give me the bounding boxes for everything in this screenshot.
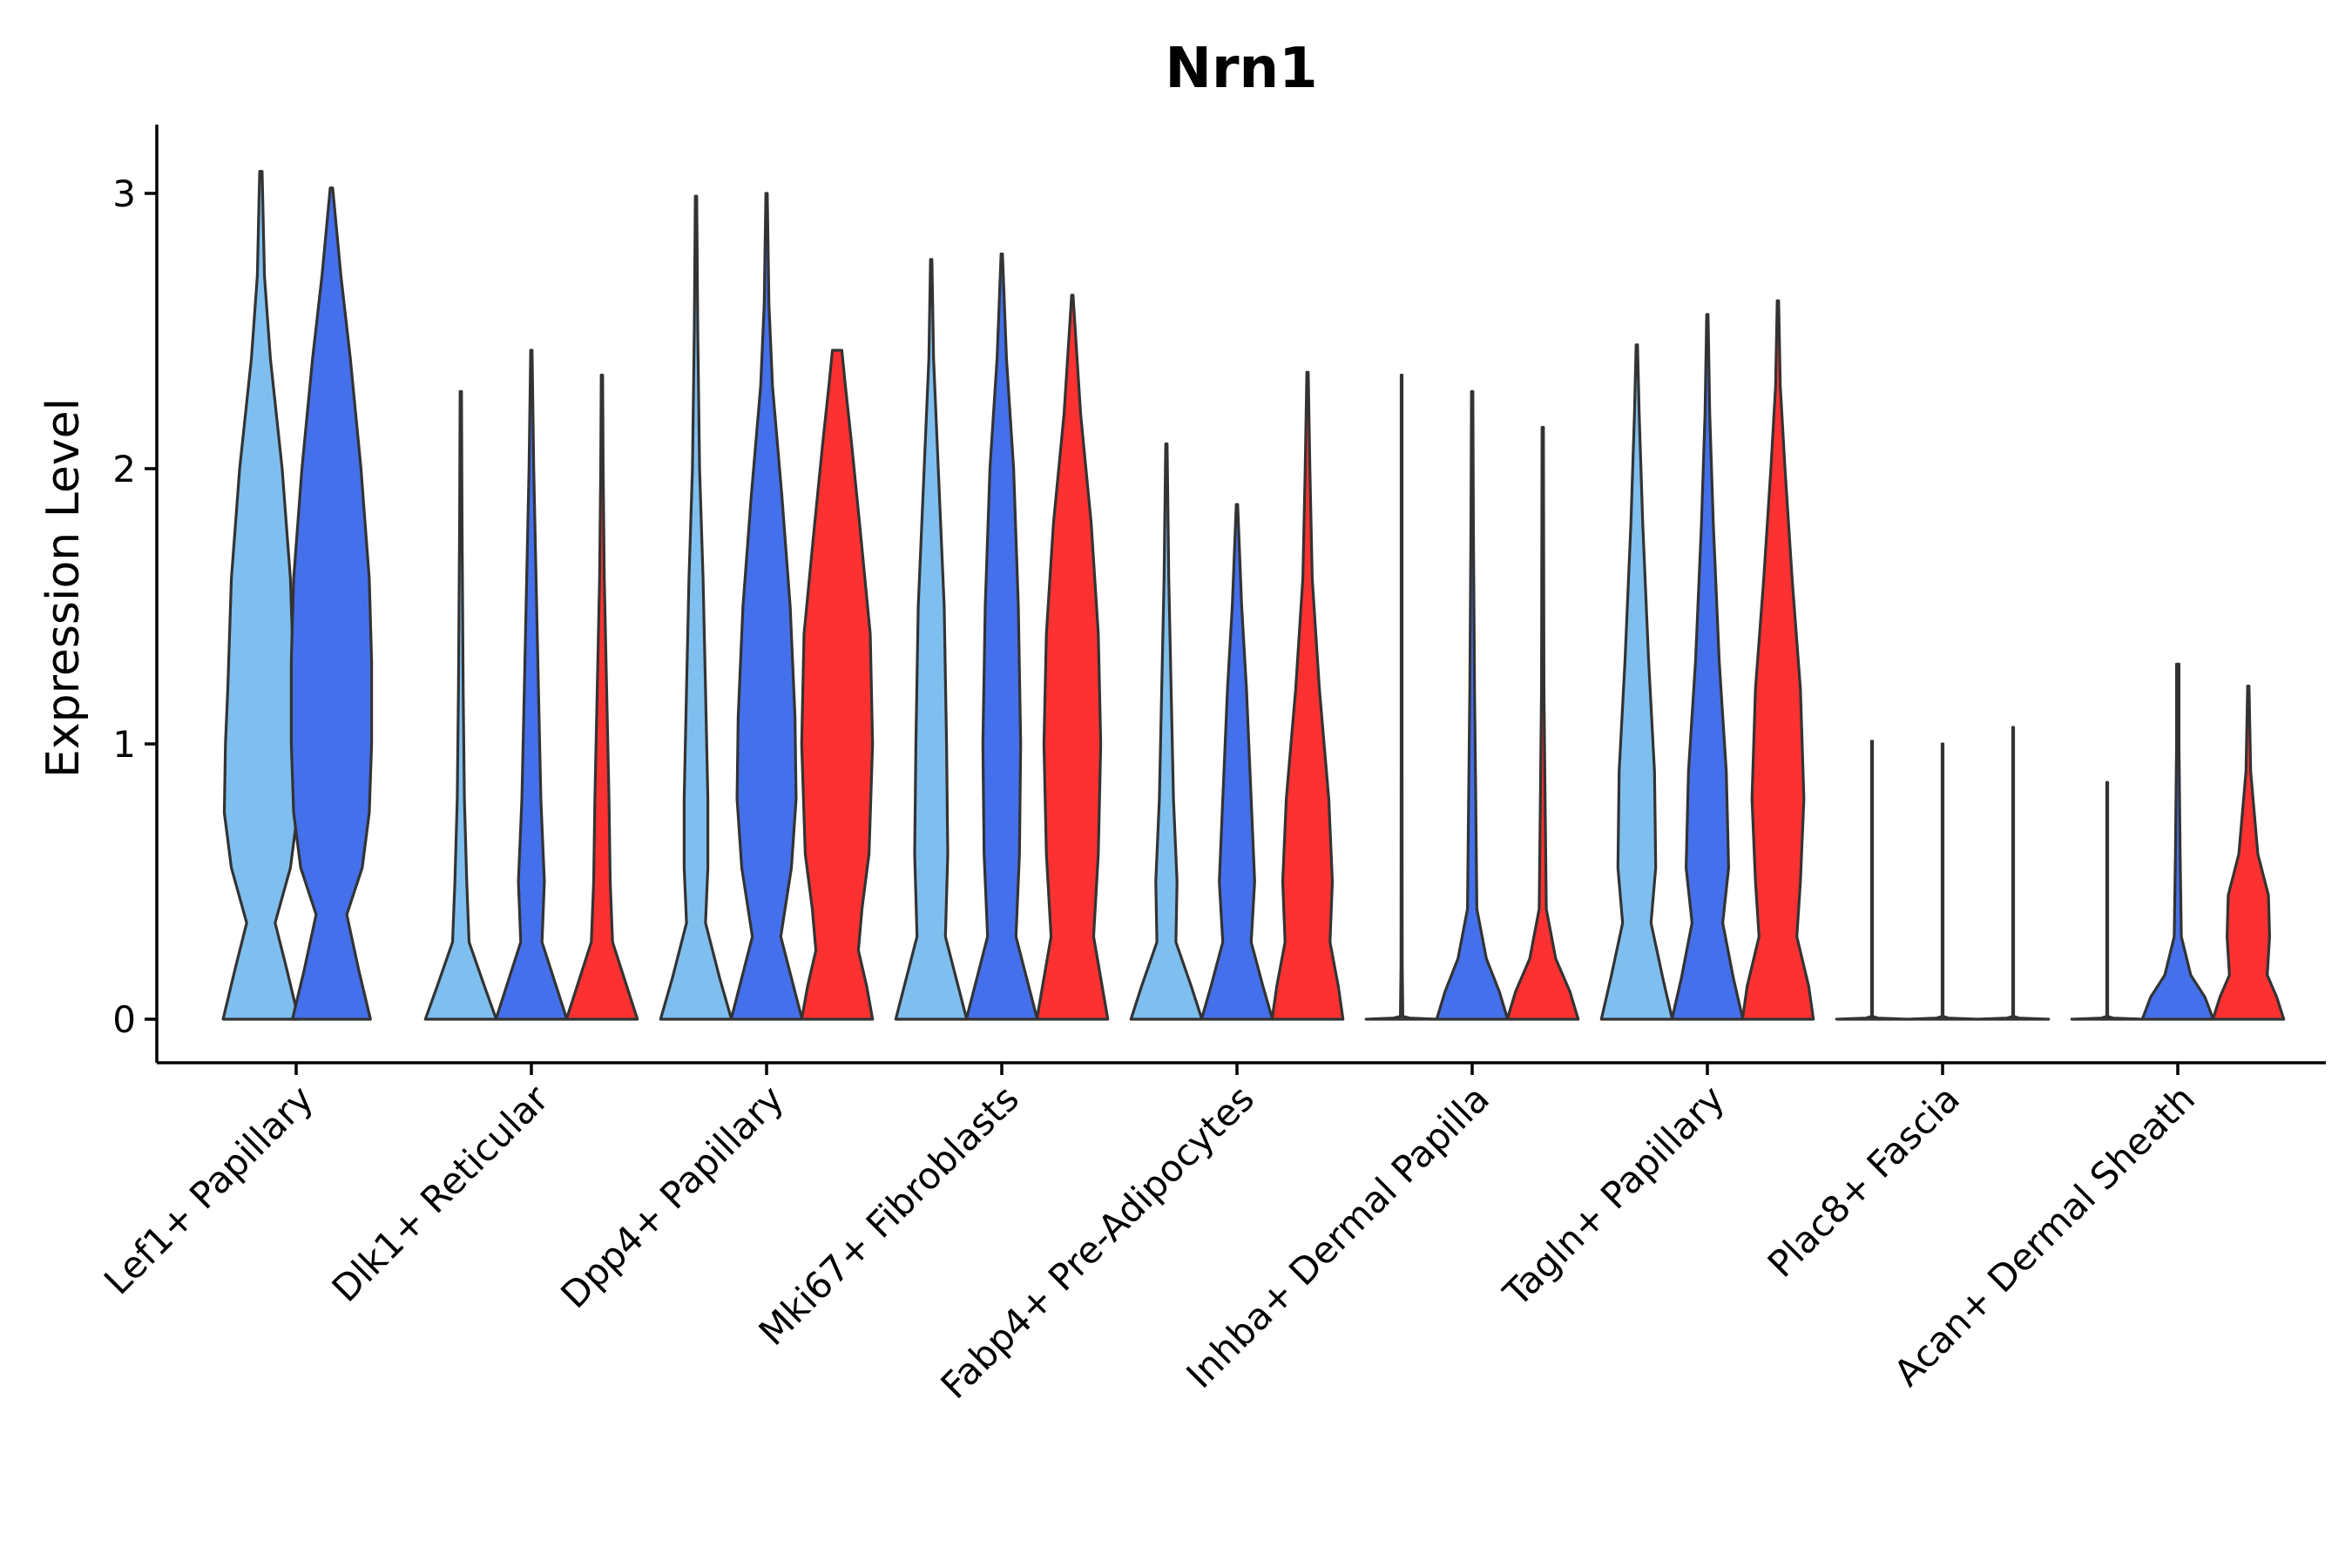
violins-layer — [221, 170, 2286, 1021]
x-tick-label-3: Mki67+ Fibroblasts — [751, 1077, 1027, 1353]
violin-4-0 — [1129, 443, 1204, 1021]
violin-1-2 — [564, 374, 639, 1021]
violin-5-1 — [1435, 389, 1510, 1021]
violin-5-2 — [1505, 426, 1580, 1021]
x-tick-label-0: Lef1+ Papillary — [96, 1077, 321, 1302]
y-axis-label: Expression Level — [37, 398, 90, 778]
violin-2-2 — [800, 348, 875, 1021]
violin-8-0 — [2070, 781, 2145, 1021]
violin-0-0 — [221, 170, 301, 1021]
y-tick-label-2: 2 — [112, 448, 136, 490]
chart-title: Nrn1 — [1165, 37, 1317, 101]
violin-4-1 — [1200, 503, 1274, 1021]
violin-8-1 — [2140, 662, 2215, 1021]
violin-1-0 — [423, 389, 498, 1021]
violin-7-1 — [1905, 742, 1980, 1021]
violin-5-0 — [1364, 374, 1439, 1021]
violin-2-0 — [659, 194, 733, 1021]
x-tick-label-2: Dpp4+ Papillary — [552, 1077, 792, 1316]
violin-3-2 — [1035, 294, 1110, 1021]
axes-layer — [155, 125, 2326, 1064]
violin-4-2 — [1270, 370, 1345, 1021]
x-tick-label-6: Tagln+ Papillary — [1495, 1077, 1733, 1315]
violin-6-0 — [1599, 343, 1674, 1021]
violin-1-1 — [494, 348, 569, 1021]
y-tick-label-1: 1 — [112, 723, 136, 766]
violin-6-2 — [1740, 299, 1815, 1021]
violin-3-0 — [894, 258, 969, 1021]
x-tick-label-1: Dlk1+ Reticular — [324, 1077, 558, 1310]
violin-3-1 — [964, 252, 1039, 1021]
violin-6-1 — [1670, 313, 1745, 1021]
violin-0-1 — [289, 186, 374, 1021]
y-ticks: 0 1 2 3 — [112, 172, 157, 1041]
violin-7-0 — [1835, 740, 1909, 1021]
violin-7-2 — [1976, 726, 2051, 1021]
y-tick-label-0: 0 — [112, 998, 136, 1041]
violin-2-1 — [729, 192, 804, 1021]
y-tick-label-3: 3 — [112, 172, 136, 215]
x-tick-label-7: Plac8+ Fascia — [1760, 1077, 1968, 1285]
violin-8-2 — [2211, 685, 2286, 1021]
